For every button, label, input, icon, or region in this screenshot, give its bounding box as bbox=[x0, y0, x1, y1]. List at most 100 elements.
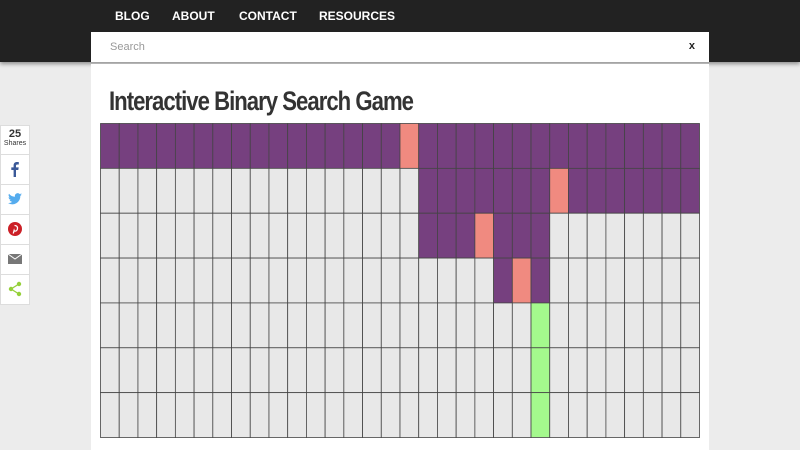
grid-cell[interactable] bbox=[174, 212, 195, 259]
grid-cell[interactable] bbox=[268, 212, 289, 259]
grid-cell[interactable] bbox=[642, 347, 663, 394]
search-bar[interactable]: Search x bbox=[91, 32, 709, 62]
grid-cell[interactable] bbox=[418, 257, 438, 304]
grid-cell[interactable] bbox=[624, 167, 644, 214]
grid-cell[interactable] bbox=[380, 392, 401, 438]
grid-cell[interactable] bbox=[586, 302, 607, 349]
grid-cell[interactable] bbox=[568, 302, 588, 349]
grid-cell[interactable] bbox=[474, 257, 494, 304]
grid-cell[interactable] bbox=[455, 302, 476, 349]
grid-cell[interactable] bbox=[231, 167, 251, 214]
grid-cell[interactable] bbox=[624, 212, 644, 259]
grid-cell[interactable] bbox=[437, 123, 457, 169]
grid-cell[interactable] bbox=[249, 392, 270, 438]
grid-cell[interactable] bbox=[474, 302, 494, 349]
grid-cell[interactable] bbox=[324, 212, 345, 259]
grid-cell[interactable] bbox=[324, 302, 345, 349]
grid-cell[interactable] bbox=[137, 392, 158, 438]
grid-cell[interactable] bbox=[624, 123, 644, 169]
grid-cell[interactable] bbox=[642, 167, 663, 214]
grid-cell[interactable] bbox=[306, 302, 326, 349]
grid-cell[interactable] bbox=[212, 257, 232, 304]
grid-cell[interactable] bbox=[605, 392, 626, 438]
grid-cell[interactable] bbox=[362, 302, 382, 349]
grid-cell[interactable] bbox=[306, 257, 326, 304]
grid-cell[interactable] bbox=[605, 167, 626, 214]
grid-cell[interactable] bbox=[624, 302, 644, 349]
grid-cell[interactable] bbox=[511, 167, 532, 214]
grid-cell[interactable] bbox=[399, 212, 420, 259]
grid-cell[interactable] bbox=[324, 347, 345, 394]
grid-cell[interactable] bbox=[661, 347, 682, 394]
grid-cell[interactable] bbox=[174, 347, 195, 394]
grid-cell[interactable] bbox=[418, 167, 438, 214]
grid-cell[interactable] bbox=[137, 123, 158, 169]
grid-cell[interactable] bbox=[605, 212, 626, 259]
grid-cell[interactable] bbox=[549, 392, 569, 438]
grid-cell[interactable] bbox=[493, 302, 513, 349]
grid-cell[interactable] bbox=[193, 302, 214, 349]
grid-cell[interactable] bbox=[100, 123, 120, 169]
grid-cell[interactable] bbox=[100, 212, 120, 259]
grid-cell[interactable] bbox=[455, 212, 476, 259]
grid-cell[interactable] bbox=[568, 257, 588, 304]
grid-cell[interactable] bbox=[156, 123, 176, 169]
grid-cell[interactable] bbox=[174, 257, 195, 304]
grid-cell[interactable] bbox=[137, 347, 158, 394]
grid-cell[interactable] bbox=[156, 347, 176, 394]
grid-cell[interactable] bbox=[493, 167, 513, 214]
grid-cell[interactable] bbox=[549, 167, 569, 214]
grid-cell[interactable] bbox=[343, 123, 363, 169]
grid-cell[interactable] bbox=[212, 167, 232, 214]
grid-cell[interactable] bbox=[586, 392, 607, 438]
grid-cell[interactable] bbox=[231, 212, 251, 259]
grid-cell[interactable] bbox=[437, 347, 457, 394]
grid-cell[interactable] bbox=[193, 167, 214, 214]
grid-cell[interactable] bbox=[680, 257, 700, 304]
grid-cell[interactable] bbox=[399, 302, 420, 349]
grid-cell[interactable] bbox=[249, 212, 270, 259]
grid-cell[interactable] bbox=[530, 347, 551, 394]
grid-cell[interactable] bbox=[306, 347, 326, 394]
grid-cell[interactable] bbox=[605, 347, 626, 394]
grid-cell[interactable] bbox=[249, 302, 270, 349]
grid-cell[interactable] bbox=[249, 257, 270, 304]
grid-cell[interactable] bbox=[137, 257, 158, 304]
grid-cell[interactable] bbox=[680, 347, 700, 394]
grid-cell[interactable] bbox=[156, 167, 176, 214]
grid-cell[interactable] bbox=[100, 257, 120, 304]
grid-cell[interactable] bbox=[418, 123, 438, 169]
grid-cell[interactable] bbox=[212, 123, 232, 169]
grid-cell[interactable] bbox=[343, 257, 363, 304]
nav-link[interactable]: BLOG bbox=[115, 9, 150, 23]
email-button[interactable] bbox=[0, 245, 30, 275]
grid-cell[interactable] bbox=[661, 167, 682, 214]
grid-cell[interactable] bbox=[605, 257, 626, 304]
grid-cell[interactable] bbox=[642, 212, 663, 259]
grid-cell[interactable] bbox=[249, 123, 270, 169]
grid-cell[interactable] bbox=[474, 212, 494, 259]
grid-cell[interactable] bbox=[624, 257, 644, 304]
grid-cell[interactable] bbox=[306, 212, 326, 259]
nav-link[interactable]: RESOURCES bbox=[319, 9, 396, 23]
grid-cell[interactable] bbox=[493, 347, 513, 394]
grid-cell[interactable] bbox=[324, 392, 345, 438]
grid-cell[interactable] bbox=[118, 392, 139, 438]
grid-cell[interactable] bbox=[530, 257, 551, 304]
grid-cell[interactable] bbox=[362, 347, 382, 394]
grid-cell[interactable] bbox=[306, 167, 326, 214]
grid-cell[interactable] bbox=[174, 392, 195, 438]
grid-cell[interactable] bbox=[642, 392, 663, 438]
grid-cell[interactable] bbox=[306, 392, 326, 438]
grid-cell[interactable] bbox=[100, 347, 120, 394]
grid-cell[interactable] bbox=[549, 347, 569, 394]
grid-cell[interactable] bbox=[661, 257, 682, 304]
share-button[interactable] bbox=[0, 275, 30, 305]
grid-cell[interactable] bbox=[156, 302, 176, 349]
grid-cell[interactable] bbox=[530, 167, 551, 214]
grid-cell[interactable] bbox=[362, 167, 382, 214]
grid-cell[interactable] bbox=[174, 123, 195, 169]
grid-cell[interactable] bbox=[268, 167, 289, 214]
grid-cell[interactable] bbox=[530, 302, 551, 349]
grid-cell[interactable] bbox=[568, 123, 588, 169]
